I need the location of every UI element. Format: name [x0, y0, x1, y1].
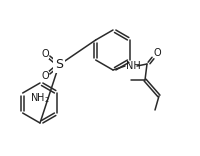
Text: O: O — [41, 71, 49, 81]
Text: NH$_2$: NH$_2$ — [30, 91, 50, 105]
Text: O: O — [152, 48, 160, 58]
Text: S: S — [55, 58, 63, 71]
Text: O: O — [41, 49, 49, 59]
Text: NH: NH — [125, 61, 140, 71]
